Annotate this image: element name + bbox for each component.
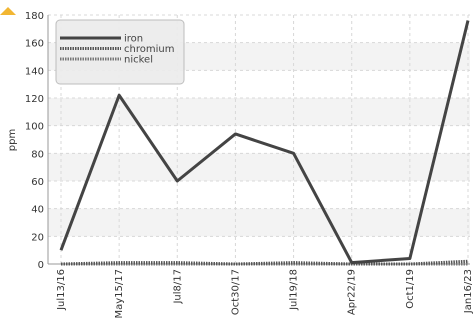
y-tick-label: 20: [31, 232, 44, 243]
y-tick-label: 140: [25, 66, 44, 77]
x-tick-label: Oct30/17: [230, 269, 241, 315]
y-tick-label: 120: [25, 94, 44, 105]
y-tick-label: 160: [25, 39, 44, 50]
x-tick-label: Jan16/23: [463, 269, 474, 314]
y-tick-label: 0: [38, 260, 44, 271]
y-tick-label: 60: [31, 177, 44, 188]
grid-band: [48, 98, 470, 126]
x-tick-label: Apr22/19: [347, 269, 358, 315]
y-tick-label: 80: [31, 149, 44, 160]
series-line-chromium: [60, 259, 469, 266]
x-tick-label: Oct1/19: [405, 269, 416, 309]
grid-band: [48, 208, 470, 237]
grid-band: [48, 153, 470, 181]
series-lines: [59, 20, 470, 266]
y-axis-label: ppm: [7, 129, 18, 151]
legend-label-chromium: chromium: [124, 44, 174, 55]
x-tick-label: Jul19/18: [289, 269, 300, 311]
y-tick-labels: 0 20 40 60 80 100 120 140 160 180: [25, 11, 44, 271]
x-tick-label: Jul13/16: [56, 269, 67, 311]
legend-box: [55, 19, 185, 85]
x-tick-label: Jul8/17: [172, 269, 183, 305]
x-tick-labels: Jul13/16 May15/17 Jul8/17 Oct30/17 Jul19/18 A…: [56, 269, 474, 319]
y-tick-label: 180: [25, 11, 44, 22]
legend-label-iron: iron: [124, 34, 143, 45]
series-line-iron: [59, 20, 470, 265]
x-tick-label: May15/17: [114, 269, 125, 319]
legend-label-nickel: nickel: [124, 55, 153, 66]
y-tick-label: 40: [31, 205, 44, 216]
y-tick-label: 100: [25, 122, 44, 133]
warning-icon: [0, 0, 16, 15]
